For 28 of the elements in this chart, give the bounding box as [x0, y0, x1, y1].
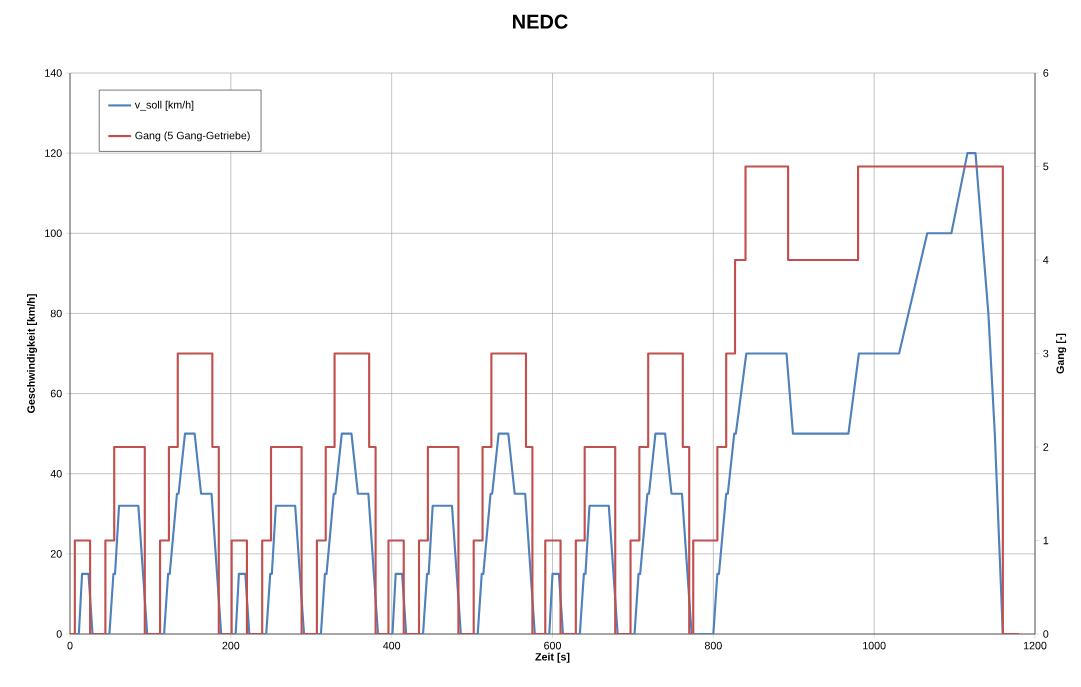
y-tick-label: 80 [50, 309, 62, 318]
y2-tick-label: 1 [1043, 536, 1049, 545]
y2-tick-label: 4 [1043, 256, 1049, 264]
y2-tick-label: 3 [1043, 349, 1049, 358]
y-axis-title: Geschwindigkeit [km/h] [27, 294, 38, 413]
y-tick-label: 140 [45, 69, 62, 77]
y2-tick-label: 2 [1043, 443, 1049, 451]
x-tick-label: 400 [383, 641, 401, 650]
legend-label: v_soll [km/h] [134, 100, 194, 111]
x-tick-label: 1200 [1023, 641, 1047, 650]
y2-tick-label: 6 [1043, 69, 1049, 77]
y2-tick-label: 5 [1043, 162, 1049, 171]
y-tick-label: 100 [45, 229, 62, 238]
y2-axis-title: Gang [-] [1056, 333, 1067, 374]
y-tick-label: 20 [50, 550, 62, 558]
x-tick-label: 0 [67, 641, 73, 650]
legend-label: Gang (5 Gang-Getriebe) [135, 131, 250, 142]
x-tick-label: 800 [704, 641, 722, 650]
x-tick-label: 200 [222, 641, 240, 650]
x-axis-title: Zeit [s] [535, 652, 570, 663]
y-tick-label: 0 [56, 630, 62, 638]
y-tick-label: 60 [50, 389, 62, 398]
y2-tick-label: 0 [1043, 630, 1049, 638]
chart-title: NEDC [513, 14, 568, 29]
y-tick-label: 40 [50, 469, 62, 478]
x-tick-label: 600 [544, 641, 561, 650]
y-tick-label: 120 [45, 149, 62, 157]
x-tick-label: 1000 [863, 641, 886, 650]
